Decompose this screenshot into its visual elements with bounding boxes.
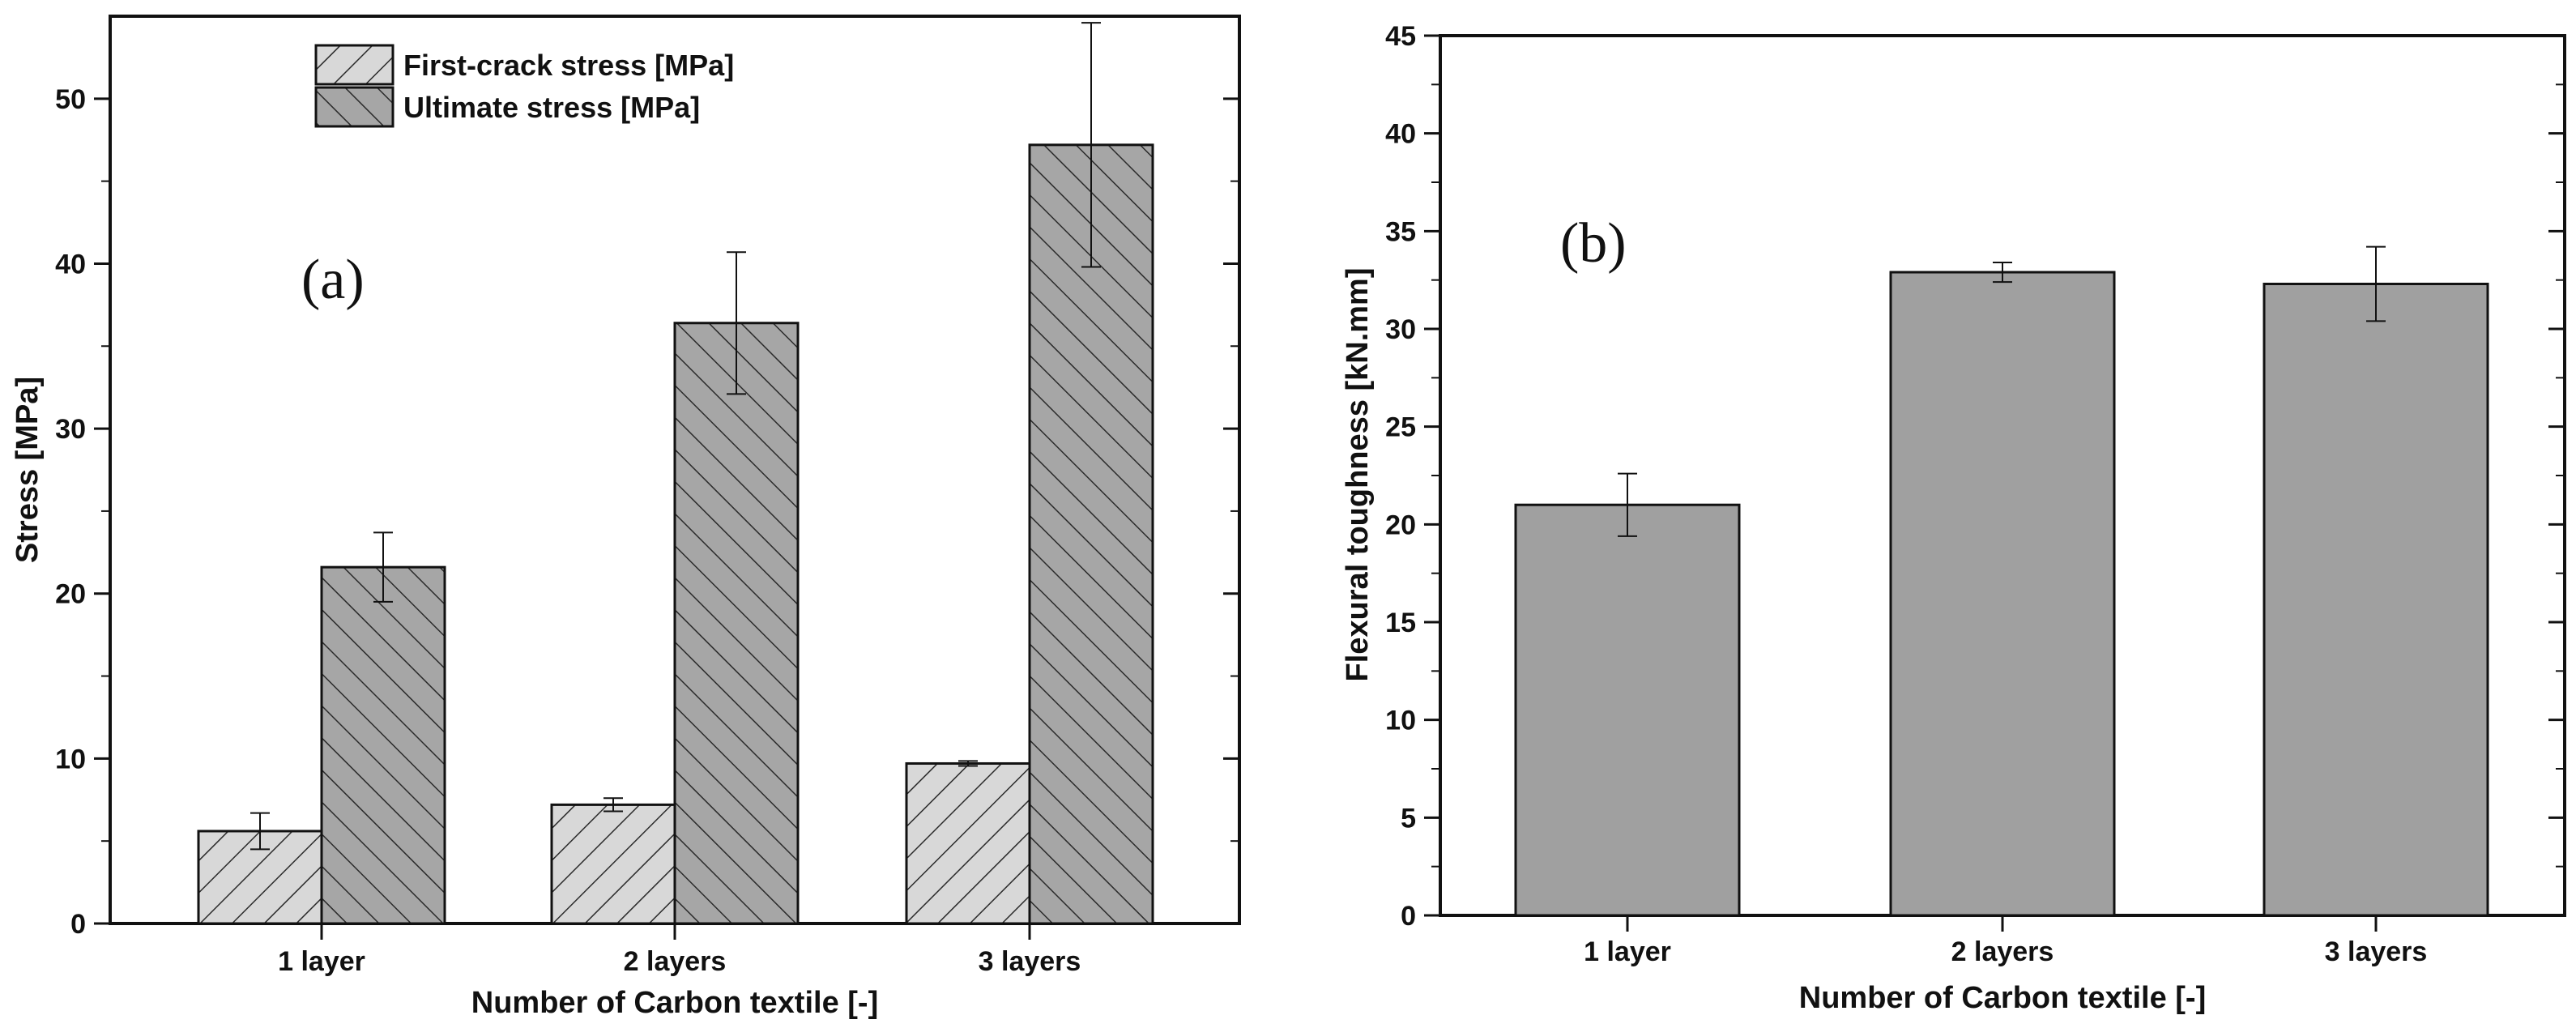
panel-b-x-axis-title: Number of Carbon textile [-]	[1799, 981, 2206, 1015]
y-tick-label: 0	[1401, 901, 1416, 932]
y-tick-label: 0	[70, 909, 86, 940]
x-tick-label: 1 layer	[1584, 936, 1671, 967]
bar-first-crack-3	[905, 761, 1031, 925]
y-tick-label: 40	[1385, 119, 1416, 150]
legend-swatch-ultimate	[314, 86, 395, 128]
bar-ultimate-2	[673, 322, 800, 925]
y-tick-label: 40	[55, 249, 86, 279]
y-tick-label: 35	[1385, 216, 1416, 247]
x-tick-label: 2 layers	[1951, 936, 2054, 967]
bar-toughness-2	[1889, 271, 2116, 917]
panel-b-chart: 0 5 10 15 20 25 30 35 40 45 1 layer 2 layers 3 laye…	[1341, 21, 2566, 1015]
y-tick-label: 10	[55, 744, 86, 774]
panel-b-y-axis-title: Flexural toughness [kN.mm]	[1341, 268, 1375, 682]
panel-a-legend: First-crack stress [MPa] Ultimate stress…	[314, 44, 734, 128]
y-tick-label: 5	[1401, 803, 1416, 834]
bar-toughness-3	[2263, 282, 2489, 917]
panel-a-label: (a)	[301, 249, 365, 311]
y-tick-label: 25	[1385, 412, 1416, 443]
panel-a-y-axis-title: Stress [MPa]	[11, 377, 45, 563]
x-tick-label: 3 layers	[2325, 936, 2428, 967]
bar-ultimate-1	[320, 565, 446, 925]
panel-b-label: (b)	[1560, 212, 1627, 275]
y-tick-label: 10	[1385, 706, 1416, 736]
panel-a-error-bars	[250, 22, 1101, 851]
panel-a-y-ticks: 0 10 20 30 40 50	[55, 84, 1239, 940]
x-tick-label: 2 layers	[624, 946, 727, 977]
panel-a-x-axis-title: Number of Carbon textile [-]	[471, 986, 878, 1020]
panel-b-x-ticks: 1 layer 2 layers 3 layers	[1584, 915, 2427, 967]
x-tick-label: 1 layer	[278, 946, 365, 977]
panel-b-y-ticks: 0 5 10 15 20 25 30 35 40 45	[1385, 21, 2565, 932]
legend-label-first-crack: First-crack stress [MPa]	[403, 49, 734, 82]
panel-a-bars	[197, 143, 1154, 925]
bar-toughness-1	[1514, 503, 1741, 917]
panel-b-bars	[1514, 271, 2489, 917]
legend-label-ultimate: Ultimate stress [MPa]	[403, 91, 700, 124]
legend-swatch-first-crack	[314, 44, 395, 86]
y-tick-label: 20	[1385, 510, 1416, 540]
y-tick-label: 30	[1385, 314, 1416, 345]
bar-first-crack-2	[550, 803, 676, 925]
y-tick-label: 30	[55, 414, 86, 445]
panel-a-x-ticks: 1 layer 2 layers 3 layers	[278, 923, 1081, 977]
y-tick-label: 20	[55, 579, 86, 610]
y-tick-label: 45	[1385, 21, 1416, 52]
x-tick-label: 3 layers	[979, 946, 1081, 977]
bar-ultimate-3	[1028, 143, 1154, 925]
panel-b-error-bars	[1618, 245, 2386, 537]
y-tick-label: 50	[55, 84, 86, 115]
y-tick-label: 15	[1385, 608, 1416, 638]
